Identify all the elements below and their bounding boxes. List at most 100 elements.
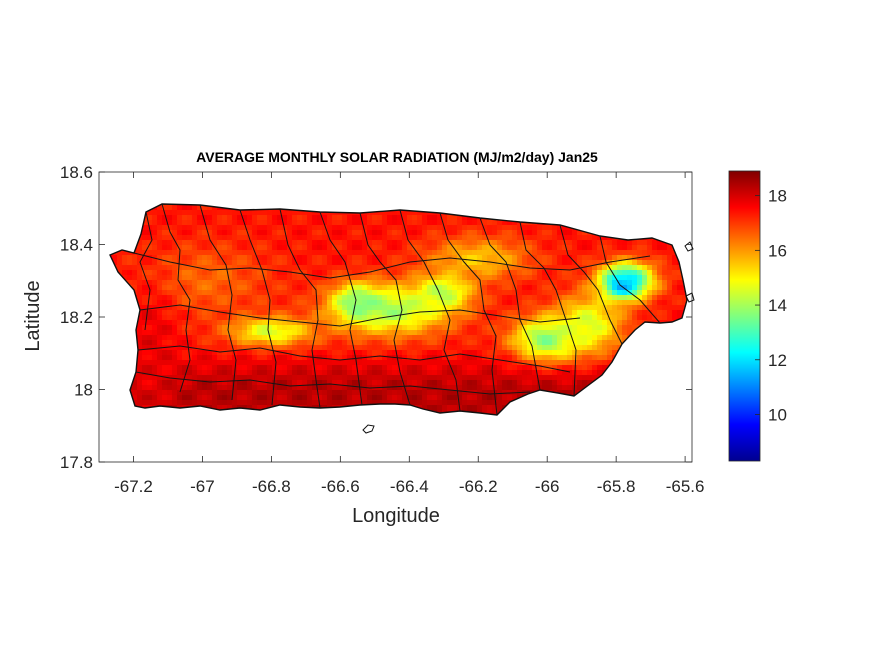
heat-cell <box>692 390 698 396</box>
heat-cell <box>302 335 308 341</box>
heat-cell <box>517 380 523 386</box>
heat-cell <box>437 285 443 291</box>
heat-cell <box>392 370 398 376</box>
heat-cell <box>417 315 423 321</box>
heat-cell <box>447 315 453 321</box>
heat-cell <box>297 240 303 246</box>
heat-cell <box>472 315 478 321</box>
heat-cell <box>177 395 183 401</box>
heat-cell <box>642 295 648 301</box>
heat-cell <box>307 305 313 311</box>
heat-cell <box>542 290 548 296</box>
heat-cell <box>187 205 193 211</box>
heat-cell <box>617 315 623 321</box>
heat-cell <box>192 245 198 251</box>
heat-cell <box>402 255 408 261</box>
heat-cell <box>172 340 178 346</box>
heat-cell <box>547 300 553 306</box>
heat-cell <box>622 265 628 271</box>
heat-cell <box>432 320 438 326</box>
heat-cell <box>172 315 178 321</box>
heat-cell <box>342 295 348 301</box>
heat-cell <box>172 300 178 306</box>
heat-cell <box>507 220 513 226</box>
heat-cell <box>232 225 238 231</box>
heat-cell <box>232 260 238 266</box>
heat-cell <box>592 335 598 341</box>
heat-cell <box>577 385 583 391</box>
heat-cell <box>372 235 378 241</box>
heat-cell <box>362 345 368 351</box>
heat-cell <box>497 310 503 316</box>
heat-cell <box>527 310 533 316</box>
heat-cell <box>157 295 163 301</box>
heat-cell <box>557 265 563 271</box>
heat-cell <box>257 270 263 276</box>
heat-cell <box>377 250 383 256</box>
heat-cell <box>242 215 248 221</box>
heat-cell <box>452 250 458 256</box>
heat-cell <box>297 310 303 316</box>
heat-cell <box>487 365 493 371</box>
heat-cell <box>277 335 283 341</box>
heat-cell <box>392 345 398 351</box>
heat-cell <box>172 225 178 231</box>
heat-cell <box>277 290 283 296</box>
heat-cell <box>257 305 263 311</box>
heat-cell <box>482 265 488 271</box>
heat-cell <box>627 315 633 321</box>
heat-cell <box>552 280 558 286</box>
heat-cell <box>632 245 638 251</box>
heat-cell <box>297 305 303 311</box>
heat-cell <box>317 390 323 396</box>
heat-cell <box>502 340 508 346</box>
heat-cell <box>407 255 413 261</box>
heat-cell <box>522 260 528 266</box>
heat-cell <box>327 390 333 396</box>
heat-cell <box>142 320 148 326</box>
heat-cell <box>427 290 433 296</box>
heat-cell <box>212 205 218 211</box>
heat-cell <box>482 300 488 306</box>
heat-cell <box>342 305 348 311</box>
heat-cell <box>447 350 453 356</box>
heat-cell <box>387 220 393 226</box>
heat-cell <box>417 210 423 216</box>
heat-cell <box>262 355 268 361</box>
heat-cell <box>247 355 253 361</box>
heat-cell <box>197 270 203 276</box>
heat-cell <box>192 225 198 231</box>
heat-cell <box>662 255 668 261</box>
heat-cell <box>552 370 558 376</box>
heat-cell <box>587 235 593 241</box>
heat-cell <box>567 265 573 271</box>
heat-cell <box>377 380 383 386</box>
heat-cell <box>232 345 238 351</box>
heat-cell <box>457 320 463 326</box>
heat-cell <box>152 355 158 361</box>
heat-cell <box>677 315 683 321</box>
heat-cell <box>337 365 343 371</box>
heat-cell <box>557 290 563 296</box>
heat-cell <box>162 280 168 286</box>
heat-cell <box>192 230 198 236</box>
heat-cell <box>462 300 468 306</box>
heat-cell <box>677 275 683 281</box>
heat-cell <box>152 370 158 376</box>
heat-cell <box>147 310 153 316</box>
heat-cell <box>417 400 423 406</box>
heat-cell <box>657 290 663 296</box>
heat-cell <box>652 305 658 311</box>
heat-cell <box>472 385 478 391</box>
heat-cell <box>252 360 258 366</box>
heat-cell <box>637 295 643 301</box>
heat-cell <box>142 305 148 311</box>
heat-cell <box>497 245 503 251</box>
heat-cell <box>402 350 408 356</box>
heat-cell <box>182 395 188 401</box>
heat-cell <box>517 270 523 276</box>
heat-cell <box>127 280 133 286</box>
heat-cell <box>207 295 213 301</box>
heat-cell <box>587 360 593 366</box>
heat-cell <box>237 225 243 231</box>
